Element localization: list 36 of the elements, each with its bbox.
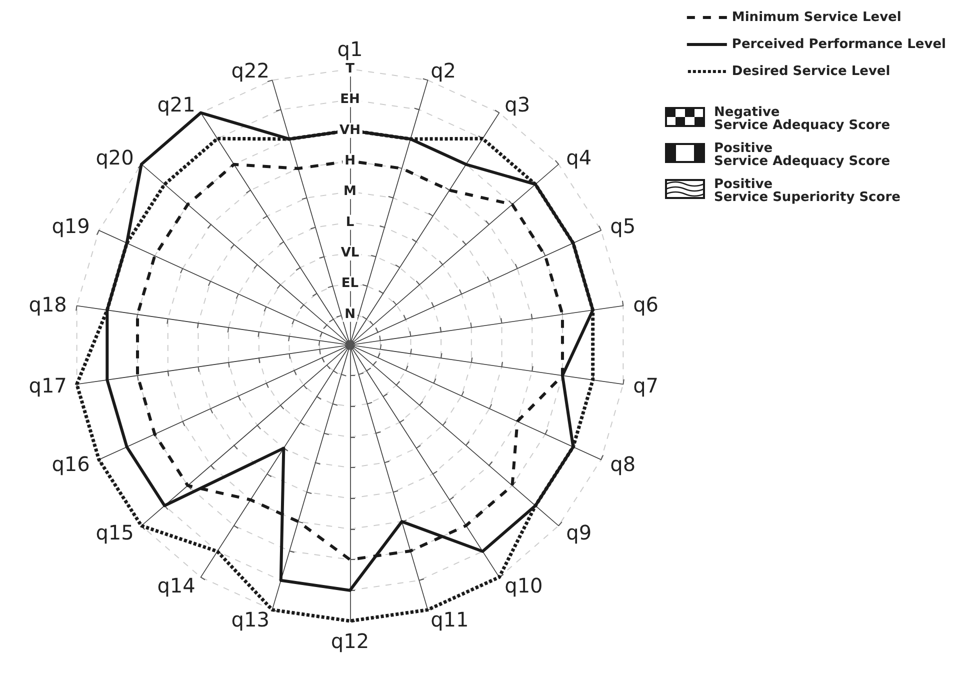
text: Negative Service Adequacy Score xyxy=(714,105,890,133)
spoke-label: q8 xyxy=(610,452,636,476)
spoke-label: q5 xyxy=(610,214,636,238)
spoke-label: q18 xyxy=(28,292,67,316)
spoke-label: q20 xyxy=(96,146,134,170)
text: Positive Service Adequacy Score xyxy=(714,141,890,169)
y-tick-label: VL xyxy=(340,246,360,260)
text: Positive Service Superiority Score xyxy=(714,177,901,205)
y-tick-label: H xyxy=(344,154,356,168)
spoke-label: q17 xyxy=(28,374,67,398)
spoke-label: q11 xyxy=(430,607,469,632)
spoke-label: q3 xyxy=(504,92,530,116)
y-tick-label: L xyxy=(346,214,354,230)
spoke-label: q14 xyxy=(157,574,196,598)
spoke-label: q7 xyxy=(633,374,659,398)
spoke-label: q4 xyxy=(566,146,592,170)
legend-label: Desired Service Level xyxy=(732,64,890,79)
spoke-label: q21 xyxy=(157,92,196,116)
spoke-label: q2 xyxy=(430,58,456,83)
spoke-label: q13 xyxy=(231,607,270,632)
spoke-label: q16 xyxy=(52,452,90,476)
spoke-label: q6 xyxy=(633,292,659,316)
spoke-label: q1 xyxy=(337,37,363,61)
y-tick-label: N xyxy=(344,306,356,322)
spoke-label: q15 xyxy=(96,520,134,544)
y-tick-label: EH xyxy=(340,92,360,108)
spoke-label: q9 xyxy=(566,520,592,544)
spoke-label: q22 xyxy=(231,58,270,83)
y-tick-label: EL xyxy=(341,276,359,292)
spoke-label: q12 xyxy=(330,629,370,653)
spoke-label: q10 xyxy=(504,574,543,598)
legend-label: Perceived Performance Level xyxy=(732,37,946,52)
spoke-label: q19 xyxy=(52,214,90,238)
legend-label: Minimum Service Level xyxy=(732,10,902,25)
y-tick-label: T xyxy=(346,62,355,76)
y-tick-label: M xyxy=(344,184,356,200)
